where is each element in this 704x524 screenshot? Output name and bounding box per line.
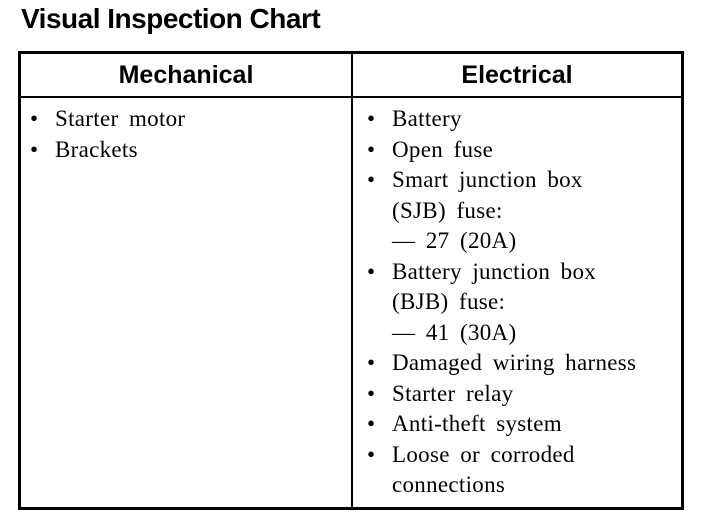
item-line: — 41 (30A) bbox=[392, 319, 517, 345]
item-line: (SJB) fuse: bbox=[392, 197, 503, 223]
item-line: connections bbox=[392, 472, 506, 497]
list-item: • Battery bbox=[367, 104, 679, 135]
bullet-icon: • bbox=[30, 106, 39, 131]
list-item: • Anti-theft system bbox=[367, 409, 679, 440]
bullet-icon: • bbox=[367, 136, 376, 162]
item-line: — 27 (20A) bbox=[392, 228, 517, 253]
item-line: Anti-theft system bbox=[392, 411, 562, 436]
page-title: Visual Inspection Chart bbox=[21, 3, 321, 34]
bullet-icon: • bbox=[367, 106, 376, 131]
bullet-icon: • bbox=[367, 350, 376, 375]
list-item: • Smart junction box (SJB) fuse: — 27 (2… bbox=[367, 165, 679, 257]
item-line: Open fuse bbox=[392, 136, 494, 162]
bullet-icon: • bbox=[367, 258, 376, 284]
visual-inspection-chart-table: Mechanical Electrical • Starter motor • … bbox=[18, 51, 684, 510]
column-header-electrical: Electrical bbox=[461, 60, 573, 89]
list-item: • Battery junction box (BJB) fuse: — 41 … bbox=[367, 257, 679, 349]
bullet-icon: • bbox=[367, 441, 376, 467]
item-line: Damaged wiring harness bbox=[392, 350, 637, 375]
mechanical-column-cell: • Starter motor • Brackets bbox=[21, 98, 353, 507]
list-item: • Brackets bbox=[30, 135, 347, 166]
table-body-row: • Starter motor • Brackets • Battery • O… bbox=[21, 98, 681, 507]
list-item: • Loose or corroded connections bbox=[367, 440, 679, 501]
item-line: Battery junction box bbox=[392, 258, 597, 284]
list-item: • Starter motor bbox=[30, 104, 347, 135]
item-line: Smart junction box bbox=[392, 167, 583, 192]
table-header-row: Mechanical Electrical bbox=[21, 54, 681, 98]
electrical-column-cell: • Battery • Open fuse • Smart junction b… bbox=[353, 98, 681, 507]
bullet-icon: • bbox=[367, 411, 376, 436]
item-line: Starter relay bbox=[392, 380, 514, 406]
item-line: Starter motor bbox=[55, 106, 186, 131]
column-header-mechanical: Mechanical bbox=[21, 54, 353, 96]
item-line: Loose or corroded bbox=[392, 441, 575, 467]
item-line: Battery bbox=[392, 106, 462, 131]
bullet-icon: • bbox=[367, 380, 376, 406]
item-line: Brackets bbox=[55, 136, 138, 162]
list-item: • Damaged wiring harness bbox=[367, 348, 679, 379]
list-item: • Open fuse bbox=[367, 135, 679, 166]
bullet-icon: • bbox=[367, 167, 376, 192]
list-item: • Starter relay bbox=[367, 379, 679, 410]
item-line: (BJB) fuse: bbox=[392, 289, 506, 314]
bullet-icon: • bbox=[30, 136, 39, 162]
